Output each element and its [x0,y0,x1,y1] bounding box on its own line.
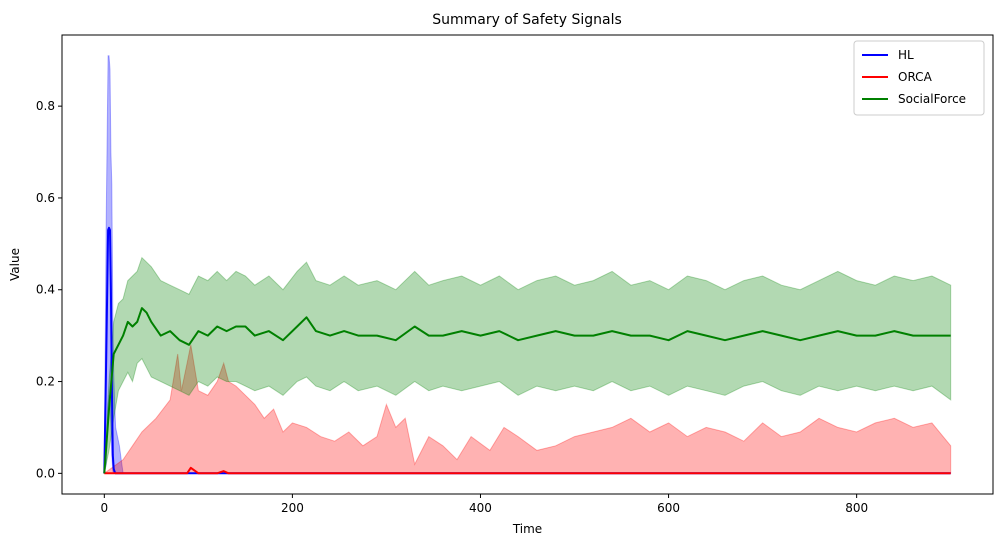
y-tick-label: 0.4 [36,283,55,297]
x-axis-label: Time [512,522,542,536]
y-axis-label: Value [8,248,22,281]
legend-label-orca: ORCA [898,70,933,84]
legend-label-socialforce: SocialForce [898,92,966,106]
band-socialforce [103,256,952,474]
y-tick-label: 0.2 [36,375,55,389]
x-tick-label: 400 [469,501,492,515]
x-axis-ticks: 0 200 400 600 800 [100,494,868,515]
x-tick-label: 600 [657,501,680,515]
y-tick-label: 0.8 [36,99,55,113]
band-hl [103,55,951,474]
x-tick-label: 800 [845,501,868,515]
x-tick-label: 0 [100,501,108,515]
chart-title: Summary of Safety Signals [432,12,622,28]
y-tick-label: 0.0 [36,466,55,480]
y-axis-ticks: 0.0 0.2 0.4 0.6 0.8 [36,99,62,480]
legend-box [853,40,985,116]
legend: HL ORCA SocialForce [853,40,985,116]
axes-frame [61,34,994,495]
line-orca [104,466,951,475]
line-socialforce [103,307,951,474]
y-tick-label: 0.6 [36,191,55,205]
series-lines [103,226,951,475]
x-tick-label: 200 [281,501,304,515]
legend-label-hl: HL [898,48,914,62]
